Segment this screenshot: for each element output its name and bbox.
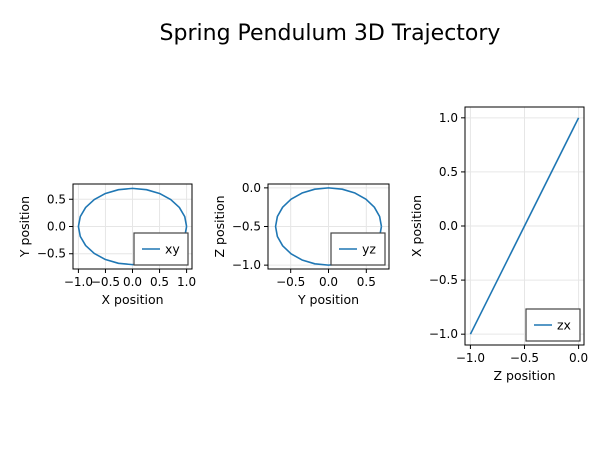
x-tick-label: 0.5 — [357, 275, 376, 289]
x-tick-label: 1.0 — [177, 275, 196, 289]
y-tick-label: −0.5 — [37, 247, 66, 261]
subplot-2: −0.5 0.0 0.5 −1.0 −0.5 0.0 Y position Z positio… — [212, 181, 390, 307]
y-axis-label: X position — [409, 195, 424, 257]
x-tick-label: 0.0 — [123, 275, 142, 289]
y-tick-label: −1.0 — [232, 258, 261, 272]
x-tick-label: 0.0 — [319, 275, 338, 289]
x-tick-label: 0.0 — [569, 351, 588, 365]
x-tick-label: −0.5 — [91, 275, 120, 289]
y-axis-label: Z position — [212, 195, 227, 257]
x-axis-label: Z position — [493, 368, 555, 383]
legend-label: zx — [557, 318, 571, 333]
y-tick-label: −0.5 — [429, 273, 458, 287]
x-tick-label: −1.0 — [64, 275, 93, 289]
y-tick-label: −0.5 — [232, 220, 261, 234]
y-tick-label: 0.0 — [242, 181, 261, 195]
figure-title: Spring Pendulum 3D Trajectory — [160, 21, 501, 46]
legend-label: yz — [362, 242, 376, 257]
x-axis-label: X position — [101, 292, 163, 307]
y-tick-label: 0.0 — [47, 220, 66, 234]
y-tick-label: 0.5 — [439, 165, 458, 179]
legend: zx — [525, 308, 581, 342]
x-axis-label: Y position — [297, 292, 359, 307]
y-axis-label: Y position — [17, 196, 32, 258]
legend: yz — [330, 232, 386, 266]
y-tick-label: 0.5 — [47, 192, 66, 206]
y-tick-label: −1.0 — [429, 327, 458, 341]
series-line-zx — [469, 117, 580, 335]
x-tick-label: −1.0 — [456, 351, 485, 365]
subplot-3: −1.0 −0.5 0.0 −1.0 −0.5 0.0 0.5 1.0 Z position X … — [409, 106, 588, 383]
legend-label: xy — [165, 242, 180, 257]
y-tick-label: 0.0 — [439, 219, 458, 233]
x-tick-label: −0.5 — [510, 351, 539, 365]
x-tick-label: 0.5 — [150, 275, 169, 289]
y-tick-label: 1.0 — [439, 111, 458, 125]
legend: xy — [133, 232, 189, 266]
legend-box — [525, 308, 581, 342]
x-tick-label: −0.5 — [276, 275, 305, 289]
